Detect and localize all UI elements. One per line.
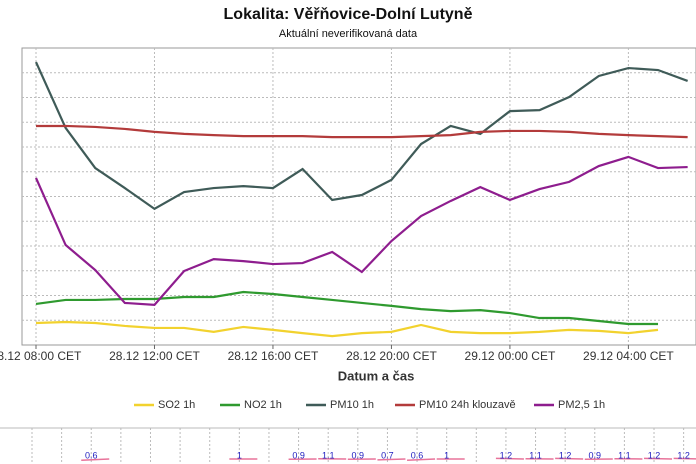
wind-mark: [495, 457, 524, 460]
x-tick-label: 28.12 08:00 CET: [0, 349, 82, 363]
x-tick-label: 29.12 00:00 CET: [465, 349, 556, 363]
x-tick-label: 28.12 16:00 CET: [228, 349, 319, 363]
value-label: 1.1: [322, 450, 335, 460]
series-line: [35, 290, 659, 326]
value-label: 1.2: [677, 450, 690, 460]
x-axis-label: Datum a čas: [338, 368, 415, 383]
x-tick-label: 28.12 12:00 CET: [109, 349, 200, 363]
value-label: 0.7: [381, 450, 394, 460]
legend-label: SO2 1h: [158, 399, 195, 411]
value-label: 0.9: [589, 450, 602, 460]
chart-subtitle: Aktuální neverifikovaná data: [279, 28, 418, 40]
value-label: 0.6: [85, 450, 98, 460]
value-label: 0.6: [411, 450, 424, 460]
value-label: 0.9: [352, 450, 365, 460]
x-tick-label: 29.12 04:00 CET: [583, 349, 674, 363]
value-label: 1.2: [500, 450, 513, 460]
series-line: [34, 61, 689, 211]
series-line: [34, 155, 688, 307]
legend-label: PM10 24h klouzavě: [419, 399, 516, 411]
wind-mark: [673, 457, 696, 460]
wind-mark: [377, 458, 406, 461]
wind-mark: [407, 458, 436, 461]
value-label: 1: [237, 450, 242, 460]
legend-label: NO2 1h: [244, 399, 282, 411]
wind-mark: [555, 457, 584, 460]
chart-title: Lokalita: Věřňovice-Dolní Lutyně: [224, 6, 473, 23]
legend-label: PM2,5 1h: [558, 399, 605, 411]
wind-mark: [81, 458, 110, 461]
value-label: 1.2: [648, 450, 661, 460]
value-label: 1.2: [559, 450, 572, 460]
wind-mark: [644, 457, 673, 460]
value-label: 0.9: [292, 450, 305, 460]
series-line: [36, 124, 688, 139]
value-label: 1.1: [618, 450, 631, 460]
x-tick-label: 28.12 20:00 CET: [346, 349, 437, 363]
legend-label: PM10 1h: [330, 399, 374, 411]
series-line: [35, 320, 659, 338]
value-label: 1: [444, 450, 449, 460]
value-label: 1.1: [529, 450, 542, 460]
